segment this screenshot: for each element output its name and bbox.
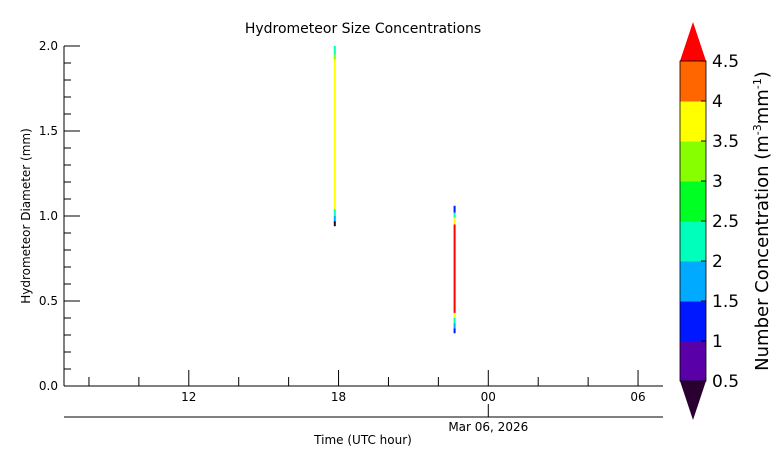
colorbar-over-arrow — [680, 22, 706, 61]
x-tick-label: 06 — [630, 390, 645, 404]
x-ticks: 12 18 00 06 — [88, 370, 646, 404]
data-columns — [333, 46, 456, 334]
colorbar-tick-label: 3 — [712, 172, 723, 192]
colorbar-tick-label: 3.5 — [712, 132, 739, 152]
x-tick-label: 12 — [181, 390, 196, 404]
colorbar-bin — [680, 61, 706, 102]
colorbar-tick-label: 2 — [712, 252, 723, 272]
data-cell — [453, 205, 456, 213]
colorbar-tick-label: 0.5 — [712, 372, 739, 392]
colorbar-bin — [680, 261, 706, 302]
colorbar-label-end: ) — [752, 71, 773, 78]
data-cell — [333, 46, 336, 55]
data-cell — [333, 216, 336, 222]
colorbar-label-mid: mm — [752, 89, 773, 124]
y-axis-label: Hydrometeor Diameter (mm) — [19, 128, 33, 304]
colorbar-bin — [680, 101, 706, 142]
data-cell — [333, 59, 336, 210]
colorbar-label-sup1: -3 — [751, 124, 764, 135]
data-cell — [453, 217, 456, 225]
x-axis-label: Time (UTC hour) — [313, 433, 412, 447]
data-cell — [453, 328, 456, 334]
x-tick-label: 00 — [481, 390, 496, 404]
chart-title: Hydrometeor Size Concentrations — [245, 21, 481, 37]
data-cell — [453, 212, 456, 218]
data-cell — [453, 318, 456, 324]
y-tick-label: 1.5 — [39, 124, 58, 138]
y-tick-label: 1.0 — [39, 209, 58, 223]
data-cell — [453, 224, 456, 313]
plot-area: 0.0 0.5 1.0 1.5 2.0 12 18 00 06 — [39, 39, 663, 404]
data-cell — [333, 209, 336, 216]
y-tick-label: 2.0 — [39, 39, 58, 53]
colorbar-bin — [680, 141, 706, 182]
colorbar-bin — [680, 181, 706, 222]
y-tick-label: 0.5 — [39, 294, 58, 308]
colorbar: 0.5 1 1.5 2 2.5 3 3.5 4 4.5 — [679, 22, 739, 420]
data-cell — [453, 312, 456, 318]
data-cell — [333, 221, 336, 227]
colorbar-bin — [680, 341, 706, 382]
date-axis: Mar 06, 2026 — [64, 404, 663, 434]
colorbar-tick-label: 1 — [712, 332, 723, 352]
data-cell — [453, 323, 456, 329]
colorbar-bin — [680, 221, 706, 262]
colorbar-tick-label: 4 — [712, 92, 723, 112]
colorbar-bin — [680, 301, 706, 342]
colorbar-label-sup2: -1 — [751, 78, 764, 89]
colorbar-label: Number Concentration (m-3mm-1) — [751, 71, 773, 371]
x-tick-label: 18 — [331, 390, 346, 404]
colorbar-tick-label: 2.5 — [712, 212, 739, 232]
data-cell — [333, 54, 336, 60]
y-tick-label: 0.0 — [39, 379, 58, 393]
date-label: Mar 06, 2026 — [448, 420, 528, 434]
colorbar-tick-label: 4.5 — [712, 52, 739, 72]
colorbar-label-main: Number Concentration (m — [752, 135, 773, 371]
y-ticks: 0.0 0.5 1.0 1.5 2.0 — [39, 39, 80, 393]
colorbar-tick-label: 1.5 — [712, 292, 739, 312]
colorbar-under-arrow — [680, 381, 706, 420]
